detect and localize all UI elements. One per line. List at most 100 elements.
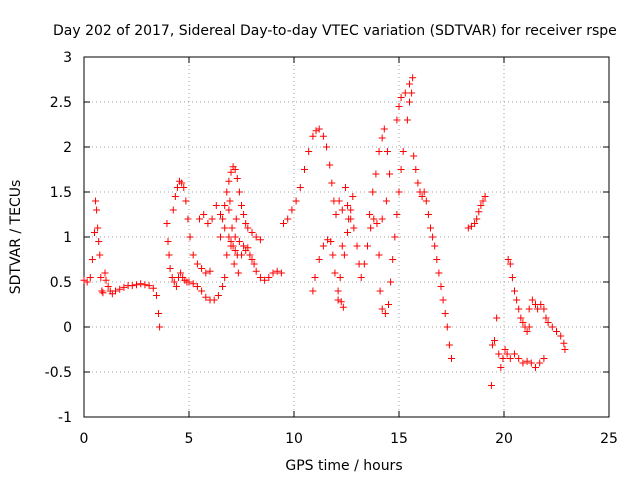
data-point (319, 132, 327, 140)
data-point (97, 274, 105, 281)
data-point (511, 350, 518, 358)
y-tick-label: -0.5 (45, 365, 72, 381)
data-point (169, 206, 177, 214)
data-point (532, 364, 539, 371)
data-point (349, 193, 357, 200)
data-point (88, 256, 96, 263)
data-point (252, 267, 260, 275)
data-point (227, 168, 235, 176)
data-point (501, 346, 509, 353)
data-point (240, 211, 248, 218)
data-point (406, 98, 413, 106)
data-point (94, 224, 102, 232)
x-tick-label: 10 (285, 431, 303, 447)
data-point (373, 220, 381, 227)
data-point (95, 238, 103, 245)
data-point (228, 224, 236, 232)
data-point (382, 197, 390, 205)
data-point (513, 296, 521, 304)
data-point (214, 292, 222, 299)
y-tick-label: 0 (63, 320, 72, 336)
axis-ticks (83, 56, 610, 418)
data-point (225, 206, 233, 214)
data-point (250, 260, 258, 268)
data-point (344, 229, 352, 236)
x-tick-label: 15 (390, 431, 408, 447)
data-point (217, 211, 224, 218)
data-point (378, 305, 386, 313)
data-point (369, 188, 377, 196)
data-point (168, 274, 176, 281)
y-tick-label: 1 (63, 230, 72, 246)
data-point (491, 337, 499, 344)
x-tick-label: 25 (600, 431, 618, 447)
y-axis-label: SDTVAR / TECUs (8, 180, 24, 295)
data-point (336, 274, 344, 281)
data-point (206, 267, 214, 275)
data-point (503, 350, 511, 358)
data-point (403, 116, 411, 124)
y-tick-label: 2.5 (50, 95, 72, 111)
data-point (312, 127, 320, 135)
data-point (519, 319, 527, 326)
y-tick-labels: -1 -0.5 0 0.5 1 1.5 2 2.5 3 (45, 50, 72, 426)
data-point (401, 89, 409, 97)
data-point (334, 296, 342, 304)
data-point (487, 382, 495, 389)
data-point (238, 202, 245, 209)
data-point (327, 238, 335, 245)
data-point (86, 274, 94, 281)
data-point (534, 305, 542, 313)
data-point (561, 346, 569, 353)
data-point (366, 211, 374, 218)
data-point (269, 269, 277, 277)
data-point (315, 125, 323, 133)
data-point (170, 278, 178, 286)
data-point (399, 148, 407, 155)
data-point (414, 179, 422, 187)
data-point (233, 175, 241, 182)
data-point (193, 260, 201, 268)
data-point (248, 229, 256, 236)
data-point (339, 303, 347, 311)
data-point (288, 206, 296, 214)
data-point (182, 197, 190, 205)
data-point (408, 89, 416, 97)
data-point (477, 202, 485, 209)
data-point (548, 323, 556, 331)
data-point (102, 276, 110, 284)
data-point (395, 103, 403, 110)
data-point (319, 242, 327, 250)
data-point (372, 170, 380, 178)
data-point (397, 166, 405, 173)
data-point (544, 319, 552, 326)
data-point (177, 269, 185, 277)
data-point (441, 310, 449, 317)
data-point (511, 287, 518, 295)
data-point (431, 242, 439, 250)
y-tick-label: 2 (63, 140, 72, 156)
data-point (391, 233, 399, 241)
data-point (221, 202, 229, 209)
data-point (256, 274, 264, 281)
data-point (248, 256, 256, 263)
data-point (91, 229, 98, 236)
data-point (515, 305, 523, 313)
data-point (225, 177, 233, 185)
data-point (370, 215, 378, 223)
data-point (128, 282, 136, 290)
data-point (256, 236, 264, 244)
data-point (475, 208, 483, 216)
data-point (202, 269, 210, 277)
data-point (515, 355, 523, 362)
data-point (284, 215, 292, 223)
data-point (523, 328, 531, 335)
data-point (96, 251, 104, 259)
data-point (311, 274, 319, 281)
data-point (137, 280, 145, 288)
data-point (536, 359, 544, 367)
data-point (540, 305, 548, 313)
data-point (387, 278, 395, 286)
